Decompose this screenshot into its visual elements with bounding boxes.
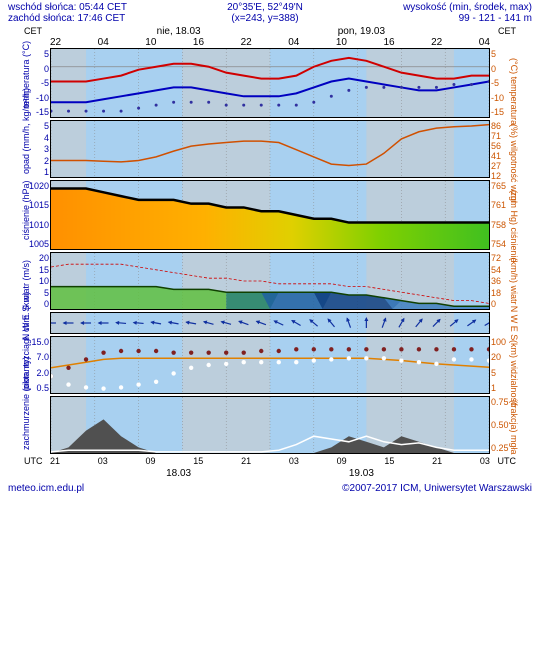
meteogram-container: wschód słońca: 05:44 CET zachód słońca: … <box>0 0 540 660</box>
date1: 18.03 <box>89 468 269 479</box>
day1: nie, 18.03 <box>89 26 269 37</box>
site: meteo.icm.edu.pl <box>8 483 84 494</box>
sunset: zachód słońca: 17:46 CET <box>8 13 127 24</box>
panel-pressure: ciśnienie (hPa)(mm Hg) ciśnienie10201015… <box>50 180 490 250</box>
copyright: ©2007-2017 ICM, Uniwersytet Warszawski <box>342 483 532 494</box>
header-sun: wschód słońca: 05:44 CET zachód słońca: … <box>8 2 127 24</box>
xy: (x=243, y=388) <box>227 13 303 24</box>
panel-temp: temperatura (°C)(°C) temperatura50-5-10-… <box>50 48 490 118</box>
footer: meteo.icm.edu.pl ©2007-2017 ICM, Uniwers… <box>0 479 540 498</box>
elev-label: wysokość (min, środek, max) <box>403 2 532 13</box>
elev-values: 99 - 121 - 141 m <box>403 13 532 24</box>
date2: 19.03 <box>271 468 451 479</box>
coords: 20°35'E, 52°49'N <box>227 2 303 13</box>
cet-right: CET <box>498 26 516 36</box>
date-row: 18.03 19.03 <box>0 468 540 479</box>
cet-left: CET <box>24 26 42 36</box>
header-elev: wysokość (min, środek, max) 99 - 121 - 1… <box>403 2 532 24</box>
panel-vis: pion. rozciągł. chm. (km)(km) widzialnoś… <box>50 336 490 394</box>
utc-right: UTC <box>498 456 517 466</box>
top-hours: 22041016220410162204 <box>0 37 540 48</box>
sunrise: wschód słońca: 05:44 CET <box>8 2 127 13</box>
panel-wind: wiatr (m/s)(km/h) wiatr20151050725436180 <box>50 252 490 310</box>
header: wschód słońca: 05:44 CET zachód słońca: … <box>0 0 540 26</box>
panel-cloud: zachmurzenie (oktanty)(frakcja) mgła0.75… <box>50 396 490 454</box>
utc-left: UTC <box>24 456 43 466</box>
bottom-hours: 21030915210309152103 <box>0 456 540 466</box>
panels-area: temperatura (°C)(°C) temperatura50-5-10-… <box>50 48 490 454</box>
header-coords: 20°35'E, 52°49'N (x=243, y=388) <box>227 2 303 24</box>
panel-winddir: N W E SN W E S <box>50 312 490 334</box>
day2: pon, 19.03 <box>271 26 451 37</box>
day-row: nie, 18.03 pon, 19.03 <box>0 26 540 37</box>
panel-precip: opad (mm/h, kg/m²/h)(%) wilgotność wzgl.… <box>50 120 490 178</box>
